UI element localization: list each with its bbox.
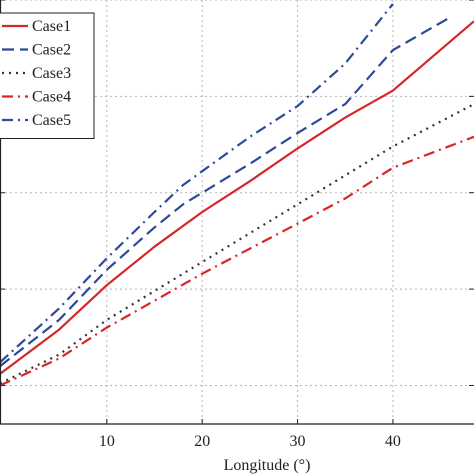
legend-label-case2: Case2 (32, 42, 71, 59)
legend-box (0, 12, 95, 139)
legend: Case1 Case2 Case3 Case4 Case5 (0, 12, 95, 139)
x-tick-label: 10 (99, 433, 115, 450)
x-tick-label: 40 (385, 433, 401, 450)
legend-label-case1: Case1 (32, 18, 71, 35)
x-tick-label: 30 (290, 433, 306, 450)
series-line-case4 (0, 135, 474, 387)
x-axis-label: Longitude (°) (224, 457, 311, 474)
x-ticks: 10 20 30 40 (99, 419, 401, 450)
series-line-case5 (0, 3, 394, 364)
series-line-case2 (0, 16, 451, 368)
x-tick-label: 20 (194, 433, 210, 450)
legend-label-case5: Case5 (32, 112, 71, 129)
legend-label-case4: Case4 (32, 89, 71, 106)
legend-label-case3: Case3 (32, 65, 71, 82)
series-line-case1 (0, 20, 474, 375)
series-group (0, 3, 474, 387)
